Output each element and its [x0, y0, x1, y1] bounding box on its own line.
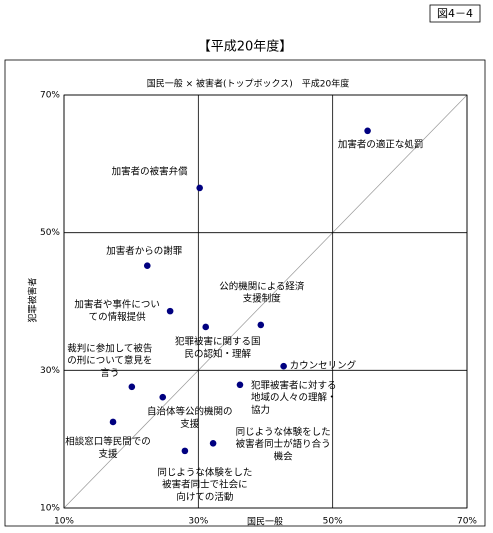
figure-label: 図4－4 — [437, 7, 473, 20]
point-label: 加害者の適正な処罰 — [338, 138, 424, 150]
point-label: 被害者同士が語り合う — [236, 438, 331, 450]
point-label: 同じような体験をした — [236, 426, 331, 438]
point — [159, 393, 167, 401]
point — [196, 184, 203, 192]
point — [143, 262, 151, 270]
point-label: 犯罪被害に関する国 — [175, 335, 261, 347]
y-tick-label: 30% — [40, 366, 60, 376]
point-label: 機会 — [274, 450, 294, 462]
point-label: 犯罪被害者に対する — [251, 379, 337, 391]
point — [166, 307, 174, 315]
y-axis-label: 犯罪被害者 — [27, 277, 39, 322]
point — [181, 447, 189, 455]
point-label: 裁判に参加して被告 — [67, 342, 152, 354]
point — [202, 323, 210, 331]
point — [257, 321, 265, 329]
point — [209, 439, 217, 447]
point-label: 支援制度 — [243, 293, 282, 305]
chart-title: 【平成20年度】 — [198, 39, 293, 55]
point-label: 自治体等公的機関の — [147, 406, 233, 418]
x-axis-label: 国民一般 — [247, 516, 283, 528]
point-label: 相談窓口等民間での — [65, 435, 151, 447]
point-label: 地域の人々の理解・ — [251, 392, 337, 404]
chart-frame — [4, 59, 486, 527]
y-tick-label: 10% — [40, 504, 60, 514]
point-label: 言う — [100, 367, 119, 379]
point — [109, 418, 117, 426]
point — [280, 362, 287, 370]
point-label: 加害者の被害弁償 — [112, 165, 189, 177]
point-label: の刑について意見を — [67, 355, 152, 367]
point-label: 同じような体験をした — [157, 466, 252, 478]
point-label: 加害者からの謝罪 — [106, 245, 183, 257]
point-label: 民の認知・理解 — [184, 348, 251, 360]
point-label: ての情報提供 — [89, 311, 147, 323]
point-label: 向けての活動 — [176, 491, 233, 503]
diagonal-line — [63, 94, 468, 509]
point-label: 支援 — [180, 418, 200, 430]
y-tick-label: 70% — [40, 91, 60, 101]
x-tick-label: 10% — [54, 517, 74, 527]
point-label: 加害者や事件につい — [74, 299, 160, 311]
point-label: 公的機関による経済 — [219, 280, 305, 292]
x-tick-label: 50% — [323, 517, 343, 527]
x-tick-label: 30% — [188, 517, 208, 527]
x-tick-label: 70% — [457, 517, 477, 527]
point-label: 支援 — [99, 448, 119, 460]
chart-subtitle: 国民一般 × 被害者(トップボックス) 平成20年度 — [147, 78, 349, 90]
point — [128, 383, 136, 391]
point — [364, 127, 371, 135]
point-label: 協力 — [251, 404, 270, 416]
point-label: 被害者同士で社会に — [162, 479, 248, 491]
point — [236, 381, 244, 389]
figure-label-box — [429, 4, 481, 23]
y-tick-label: 50% — [40, 228, 60, 238]
point-label: カウンセリング — [290, 360, 357, 372]
